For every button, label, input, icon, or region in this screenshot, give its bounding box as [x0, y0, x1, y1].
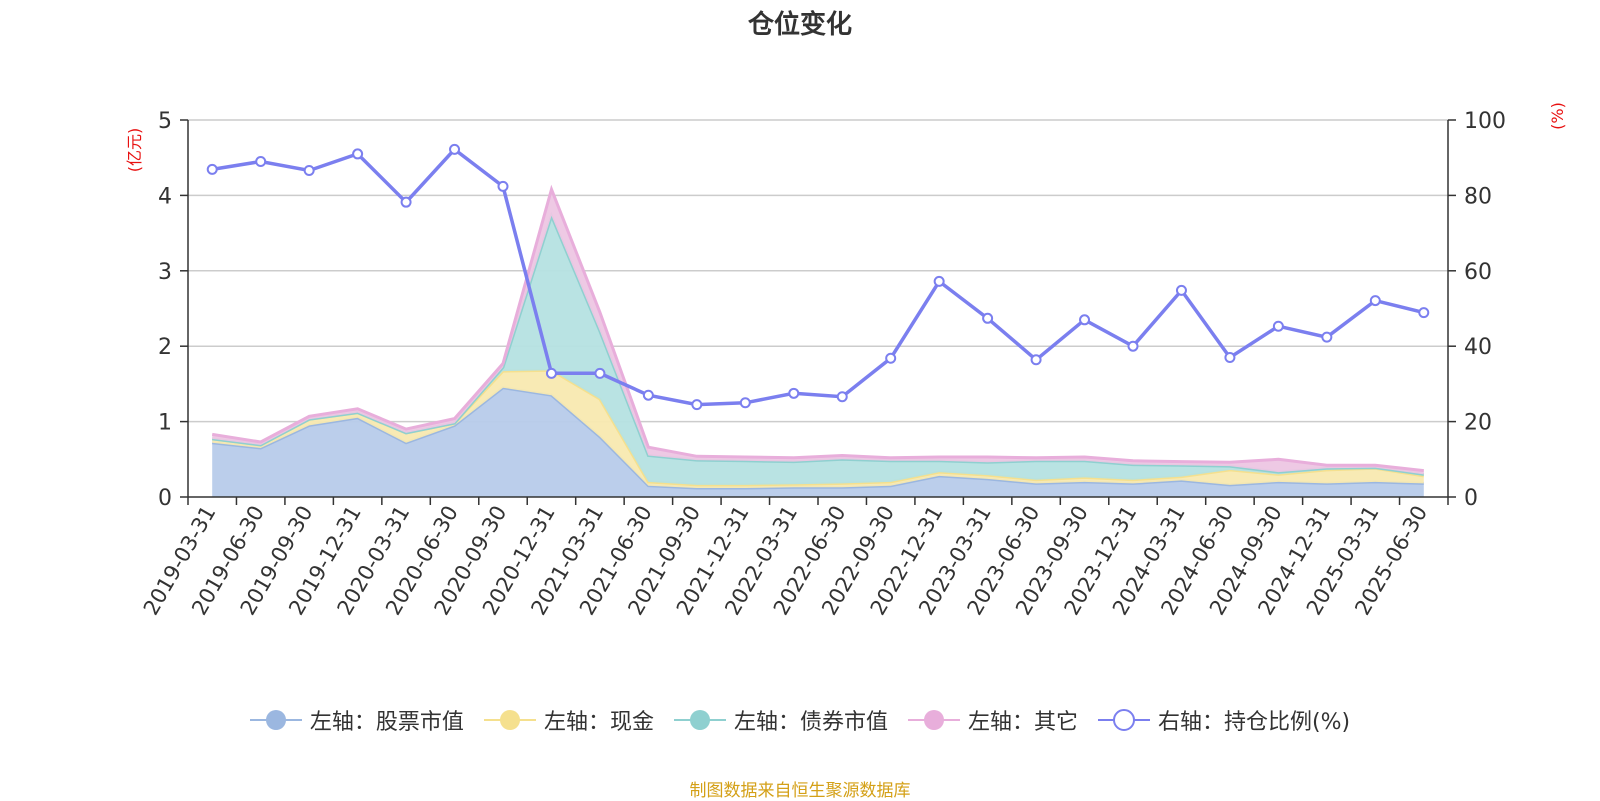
right-tick-label: 80: [1464, 184, 1492, 209]
left-tick-label: 0: [158, 486, 172, 511]
ratio-point: [885, 352, 897, 364]
ratio-point: [400, 196, 412, 208]
ratio-point: [545, 367, 557, 379]
ratio-point: [836, 391, 848, 403]
legend-marker-icon: [907, 710, 960, 730]
ratio-point: [642, 389, 654, 401]
left-tick-label: 3: [158, 260, 172, 285]
legend-item[interactable]: 左轴：股票市值: [249, 704, 464, 736]
legend-marker-icon: [249, 710, 302, 730]
ratio-point: [1030, 354, 1042, 366]
legend-marker-dot: [923, 710, 944, 730]
ratio-point: [255, 155, 267, 167]
ratio-point: [933, 275, 945, 287]
footer-source: 制图数据来自恒生聚源数据库: [689, 781, 911, 801]
grid-lines: [188, 119, 1448, 423]
legend-label: 左轴：股票市值: [309, 710, 464, 735]
right-tick-label: 60: [1464, 260, 1492, 285]
ratio-point: [1127, 340, 1139, 352]
left-tick-label: 2: [158, 335, 172, 360]
ratio-point: [1272, 320, 1284, 332]
area-series: [211, 184, 1425, 497]
ratio-point: [1418, 307, 1430, 319]
right-tick-label: 0: [1464, 486, 1478, 511]
legend-marker-icon: [483, 710, 536, 730]
left-axis-unit: (亿元): [125, 128, 144, 173]
ratio-line: [211, 147, 1425, 407]
legend-label: 左轴：债券市值: [733, 710, 888, 735]
ratio-point: [449, 143, 461, 155]
legend-item[interactable]: 左轴：债券市值: [673, 704, 888, 736]
legend-label: 右轴：持仓比例(%): [1157, 710, 1351, 735]
right-tick-label: 100: [1464, 109, 1506, 134]
ratio-point: [1321, 331, 1333, 343]
ratio-point: [1369, 295, 1381, 307]
chart-title: 仓位变化: [747, 10, 852, 40]
area-1: [212, 370, 1424, 488]
left-tick-label: 4: [158, 184, 172, 209]
ratio-point: [1224, 352, 1236, 364]
area-0: [212, 387, 1424, 497]
ratio-point: [739, 397, 751, 409]
legend-item[interactable]: 右轴：持仓比例(%): [1097, 704, 1351, 736]
ratio-point: [1079, 314, 1091, 326]
ratio-point: [1175, 284, 1187, 296]
ratio-point: [691, 399, 703, 411]
ratio-point: [206, 163, 218, 175]
ratio-point: [303, 165, 315, 177]
right-tick-label: 20: [1464, 411, 1492, 436]
left-tick-label: 1: [158, 411, 172, 436]
ratio-point: [982, 312, 994, 324]
ratio-point: [788, 387, 800, 399]
legend-marker-dot: [1112, 709, 1135, 731]
left-tick-label: 5: [158, 109, 172, 134]
legend-item[interactable]: 左轴：其它: [907, 704, 1078, 736]
ratio-point: [594, 367, 606, 379]
legend: 左轴：股票市值 左轴：现金 左轴：债券市值 左轴：其它 右轴：持仓比例(%): [0, 704, 1600, 736]
legend-marker-dot: [499, 710, 520, 730]
right-axis-unit: (%): [1548, 102, 1567, 130]
line-series: [206, 143, 1430, 411]
legend-marker-dot: [265, 710, 286, 730]
legend-marker-icon: [1097, 709, 1150, 731]
legend-marker-icon: [673, 710, 726, 730]
ratio-point: [352, 148, 364, 160]
legend-marker-dot: [689, 710, 710, 730]
axes: 0123450204060801002019-03-312019-06-3020…: [125, 102, 1567, 619]
area-edge-3: [211, 184, 1424, 473]
right-tick-label: 40: [1464, 335, 1492, 360]
legend-label: 左轴：现金: [543, 710, 654, 735]
legend-label: 左轴：其它: [967, 710, 1078, 735]
ratio-point: [497, 180, 509, 192]
legend-item[interactable]: 左轴：现金: [483, 704, 654, 736]
